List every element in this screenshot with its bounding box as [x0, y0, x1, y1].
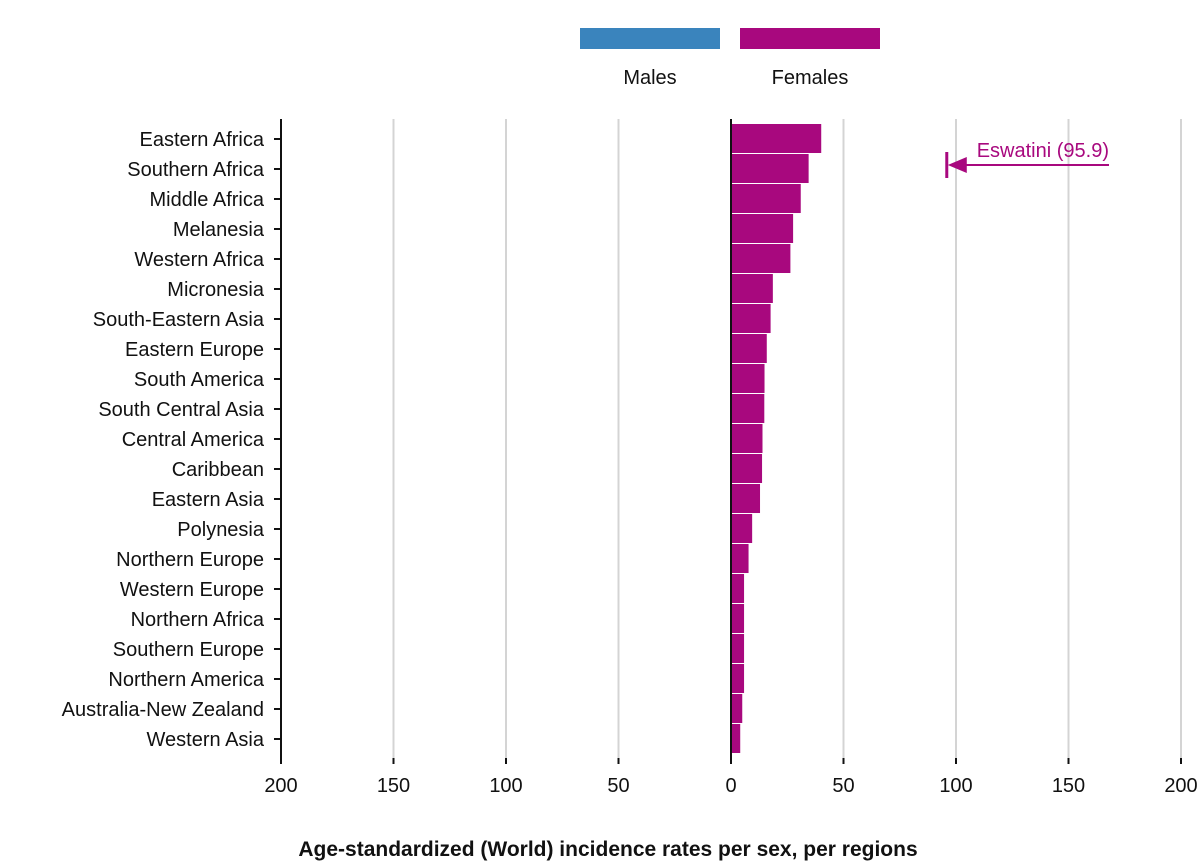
bar-females-south-eastern-asia: [731, 304, 771, 333]
category-label-polynesia: Polynesia: [177, 519, 265, 541]
category-label-caribbean: Caribbean: [172, 459, 264, 481]
category-label-micronesia: Micronesia: [167, 279, 265, 301]
annotation-label: Eswatini (95.9): [977, 140, 1109, 162]
category-label-western-europe: Western Europe: [120, 579, 264, 601]
bar-females-southern-africa: [731, 154, 809, 183]
x-tick-label: 0: [725, 775, 736, 797]
category-label-eastern-africa: Eastern Africa: [139, 129, 264, 151]
category-label-eastern-asia: Eastern Asia: [152, 489, 265, 511]
bar-females-south-central-asia: [731, 394, 765, 423]
category-label-south-eastern-asia: South-Eastern Asia: [93, 309, 265, 331]
bar-females-polynesia: [731, 514, 753, 543]
bar-females-southern-europe: [731, 634, 745, 663]
category-label-northern-america: Northern America: [108, 669, 264, 691]
category-label-western-asia: Western Asia: [147, 729, 265, 751]
bar-females-central-america: [731, 424, 763, 453]
x-tick-label: 200: [1164, 775, 1197, 797]
category-label-middle-africa: Middle Africa: [150, 189, 265, 211]
category-label-southern-africa: Southern Africa: [127, 159, 265, 181]
x-tick-label: 50: [832, 775, 854, 797]
bar-females-caribbean: [731, 454, 763, 483]
category-label-central-america: Central America: [122, 429, 265, 451]
chart-title: Age-standardized (World) incidence rates…: [298, 838, 917, 861]
annotation: Eswatini (95.9): [945, 140, 1109, 178]
bar-females-western-asia: [731, 724, 741, 753]
x-tick-label: 100: [489, 775, 522, 797]
bar-females-middle-africa: [731, 184, 801, 213]
legend-swatch-females: [740, 28, 880, 49]
legend-swatch-males: [580, 28, 720, 49]
x-axis-ticks: 200 150 100 50 0 50 100 150 200: [264, 758, 1198, 797]
legend-label-females: Females: [772, 67, 849, 89]
bar-females-northern-america: [731, 664, 745, 693]
bars: [731, 124, 822, 753]
bar-females-eastern-africa: [731, 124, 822, 153]
category-labels: Eastern Africa Southern Africa Middle Afri…: [62, 129, 281, 751]
x-tick-label: 200: [264, 775, 297, 797]
annotation-arrow-head: [947, 157, 967, 173]
bar-females-northern-europe: [731, 544, 749, 573]
bar-females-micronesia: [731, 274, 773, 303]
bar-females-northern-africa: [731, 604, 745, 633]
legend: Males Females: [580, 28, 880, 89]
x-tick-label: 100: [939, 775, 972, 797]
bar-females-melanesia: [731, 214, 794, 243]
category-label-western-africa: Western Africa: [134, 249, 265, 271]
bar-females-western-africa: [731, 244, 791, 273]
x-tick-label: 50: [607, 775, 629, 797]
bar-females-eastern-asia: [731, 484, 761, 513]
gridlines: [392, 119, 1182, 758]
category-label-eastern-europe: Eastern Europe: [125, 339, 264, 361]
bar-females-australia-new-zealand: [731, 694, 743, 723]
category-label-northern-europe: Northern Europe: [116, 549, 264, 571]
bar-females-eastern-europe: [731, 334, 767, 363]
category-label-northern-africa: Northern Africa: [131, 609, 265, 631]
category-label-south-central-asia: South Central Asia: [98, 399, 265, 421]
category-label-southern-europe: Southern Europe: [113, 639, 264, 661]
category-label-south-america: South America: [134, 369, 265, 391]
category-label-melanesia: Melanesia: [173, 219, 265, 241]
bar-females-south-america: [731, 364, 765, 393]
category-label-australia-new-zealand: Australia-New Zealand: [62, 699, 264, 721]
x-tick-label: 150: [1052, 775, 1085, 797]
legend-label-males: Males: [623, 67, 676, 89]
x-tick-label: 150: [377, 775, 410, 797]
bar-females-western-europe: [731, 574, 745, 603]
